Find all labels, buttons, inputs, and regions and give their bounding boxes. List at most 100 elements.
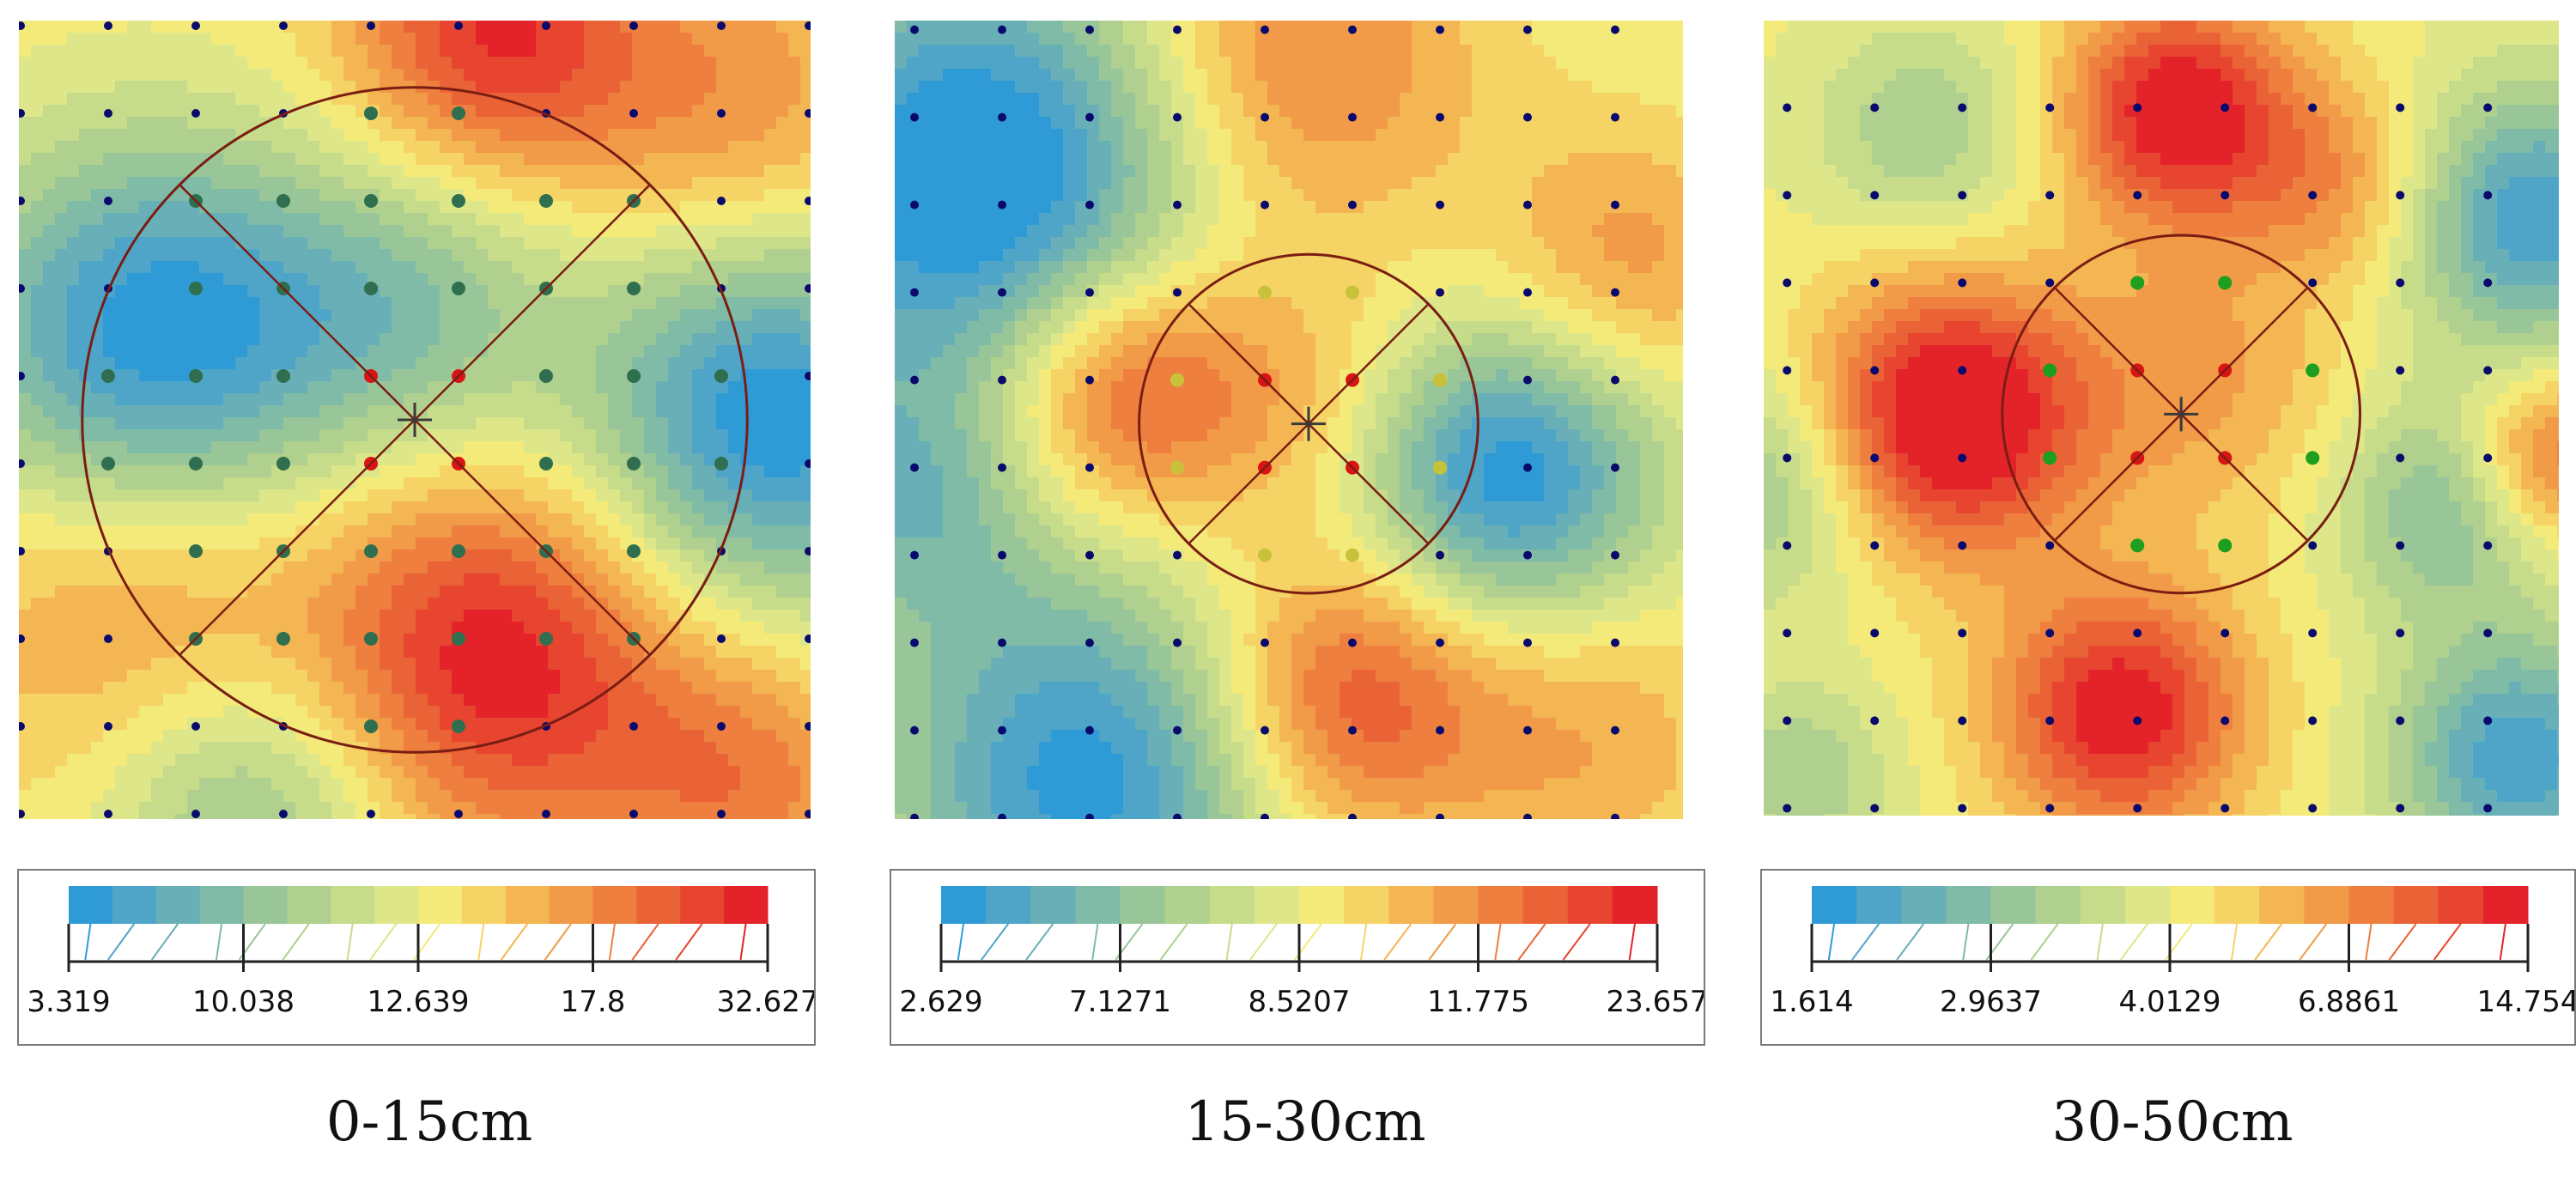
legend-swatch — [1812, 886, 1857, 924]
legend-connector — [500, 923, 528, 961]
sample-point — [104, 810, 112, 818]
plot-sample-point — [452, 544, 465, 558]
sample-point — [1523, 25, 1532, 34]
legend-swatch — [1299, 886, 1345, 924]
sample-point — [998, 638, 1006, 647]
sample-point — [1611, 813, 1619, 819]
plot-sample-point — [1170, 460, 1184, 475]
plot-sample-point — [1433, 373, 1447, 387]
sample-point — [629, 21, 638, 30]
legend-connector — [346, 923, 354, 961]
sample-point — [717, 21, 726, 30]
plot-sample-point — [539, 457, 553, 470]
sample-point — [1348, 200, 1357, 209]
sample-point — [2396, 541, 2405, 550]
sample-point — [19, 459, 25, 468]
color-legend: 2.629 7.1271 8.5207 11.775 23.657 — [890, 869, 1705, 1046]
sample-point — [2133, 716, 2142, 725]
sample-point — [2045, 541, 2055, 550]
legend-connector — [1827, 923, 1836, 961]
sample-point — [998, 288, 1006, 297]
sample-point — [279, 810, 288, 818]
legend-swatch — [1856, 886, 1902, 924]
sample-point — [1611, 200, 1619, 209]
legend-connector — [106, 923, 136, 961]
sample-point — [1523, 550, 1532, 560]
sample-point — [1085, 200, 1094, 209]
plot-sample-point — [539, 369, 553, 383]
sample-point — [1783, 541, 1792, 550]
plot-sample-point — [714, 369, 728, 383]
sample-point — [279, 21, 288, 30]
legend-svg: 2.629 7.1271 8.5207 11.775 23.657 — [899, 886, 1704, 1019]
sample-point — [191, 109, 200, 118]
sample-point — [2483, 103, 2493, 112]
sample-point — [1348, 25, 1357, 34]
sample-point — [2396, 103, 2405, 112]
sample-point — [1783, 278, 1792, 288]
sample-point — [367, 810, 375, 818]
legend-tick-label: 6.8861 — [2298, 985, 2400, 1019]
sample-point — [998, 375, 1006, 385]
sample-point — [1085, 288, 1094, 297]
legend-connector — [2119, 923, 2148, 961]
plot-sample-point — [189, 369, 203, 383]
color-legend: 1.614 2.9637 4.0129 6.8861 14.754 — [1760, 869, 2576, 1046]
legend-connector — [1159, 923, 1188, 961]
sample-point — [1783, 103, 1792, 112]
sample-point — [805, 722, 811, 731]
plot-sample-point — [2306, 451, 2320, 465]
sample-point — [2308, 103, 2318, 112]
plot-sample-point — [539, 194, 553, 208]
legend-swatch — [2438, 886, 2484, 924]
sample-point — [717, 197, 726, 205]
sample-point — [1173, 112, 1182, 122]
sample-point — [998, 200, 1006, 209]
legend-swatch — [2170, 886, 2215, 924]
sample-point — [2045, 716, 2055, 725]
legend-swatch — [2393, 886, 2439, 924]
sample-point — [1173, 288, 1182, 297]
legend-color-bar — [69, 886, 769, 961]
sample-point — [2483, 804, 2493, 813]
plot-sample-point — [364, 544, 378, 558]
sample-point — [1958, 366, 1967, 375]
legend-connector — [675, 923, 703, 961]
legend-connector — [2388, 923, 2417, 961]
legend-connector — [1428, 923, 1457, 961]
plot-sample-point — [364, 632, 378, 646]
sample-point — [910, 288, 919, 297]
sample-point — [805, 109, 811, 118]
sample-point — [1085, 638, 1094, 647]
sample-point — [2396, 278, 2405, 288]
sample-point — [1958, 191, 1967, 200]
sample-point — [1436, 638, 1444, 647]
sample-point — [998, 725, 1006, 735]
sample-point — [2045, 191, 2055, 200]
legend-swatch — [1254, 886, 1300, 924]
legend-tick-label: 3.319 — [27, 985, 110, 1019]
sample-point — [1436, 200, 1444, 209]
plot-sample-point — [1433, 460, 1447, 475]
sample-point — [19, 810, 25, 818]
legend-tick-label: 1.614 — [1770, 985, 1853, 1019]
plot-sample-point — [2043, 451, 2057, 465]
sample-point — [454, 810, 463, 818]
panel-0-15cm: 3.319 10.038 12.639 17.8 32.627 0-15cm — [0, 0, 859, 1202]
sample-point — [1870, 804, 1880, 813]
legend-connector — [957, 923, 965, 961]
sample-point — [629, 722, 638, 731]
sample-point — [1611, 375, 1619, 385]
legend-swatch — [986, 886, 1031, 924]
plot-sample-point — [1346, 285, 1359, 300]
legend-connector — [739, 923, 747, 961]
legend-swatch — [1612, 886, 1658, 924]
legend-connector — [2499, 923, 2506, 961]
contour-fill — [1764, 21, 2559, 816]
sample-point — [1261, 25, 1269, 34]
legend-color-bar — [1812, 886, 2529, 961]
legend-connector — [1562, 923, 1591, 961]
legend-swatch — [1478, 886, 1524, 924]
plot-sample-point — [276, 457, 290, 470]
